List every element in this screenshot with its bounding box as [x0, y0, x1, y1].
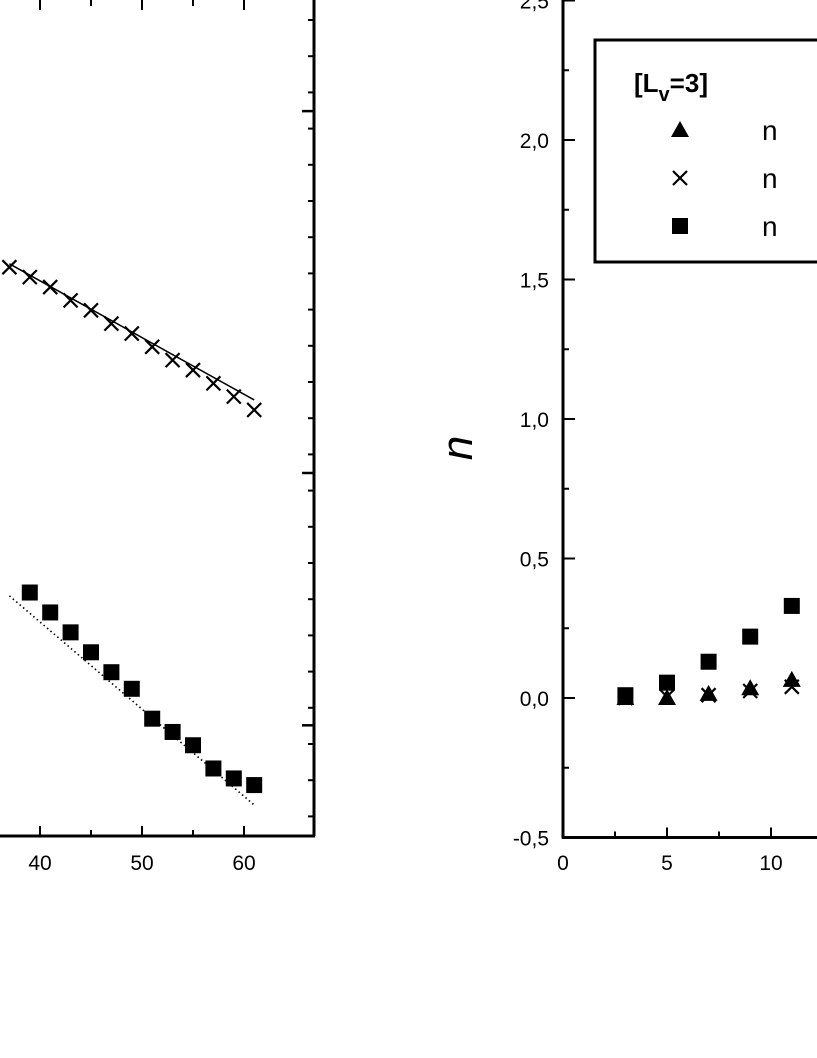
legend-label-3: n [762, 211, 778, 242]
right-plot-points [616, 597, 801, 706]
right-plot-point-series-2 [700, 687, 717, 703]
left-plot-point-series-2 [103, 664, 120, 681]
left-plot-point-series-1 [205, 375, 222, 392]
left-plot-fit-lines [8, 263, 255, 806]
left-plot-point-series-2 [185, 737, 201, 754]
right-plot-x-tick-label: 5 [661, 852, 673, 875]
right-plot-point-series-3 [617, 687, 634, 704]
right-plot-y-tick-label: 1,0 [520, 409, 549, 432]
left-plot-point-series-1 [246, 402, 262, 418]
right-plot-point-series-1 [782, 670, 801, 687]
right-plot-y-axis-title: n [433, 436, 482, 460]
left-plot-point-series-1 [124, 325, 140, 342]
right-plot-y-tick-label: 1,5 [520, 270, 549, 293]
left-plot-point-series-1 [83, 302, 99, 319]
legend-label-2: n [762, 163, 778, 194]
right-plot-point-series-2 [784, 679, 800, 695]
right-plot-x-tick-label: 0 [557, 852, 569, 875]
legend-title: [Lv=3] [634, 68, 708, 106]
legend-title-tail: =3] [670, 68, 708, 98]
left-plot-point-series-2 [42, 604, 59, 621]
left-plot-x-tick-label: 50 [130, 852, 153, 875]
left-plot-point-series-1 [164, 352, 181, 368]
left-plot-point-series-2 [62, 624, 79, 641]
right-plot-point-series-1 [741, 679, 760, 696]
right-plot-y-tick-label: -0,5 [513, 828, 549, 851]
right-plot-axes [561, 0, 817, 839]
left-plot-point-series-1 [185, 362, 201, 378]
left-plot-axes [0, 0, 316, 838]
legend-marker-1 [671, 121, 689, 137]
left-plot-point-series-2 [21, 584, 38, 601]
legend-marker-3 [672, 218, 688, 234]
right-plot-point-series-2 [742, 683, 758, 699]
right-plot-point-series-2 [659, 688, 675, 705]
left-plot-point-series-2 [205, 760, 222, 777]
left-plot-point-series-1 [62, 292, 79, 309]
right-plot-point-series-3 [659, 674, 675, 691]
legend-label-1: n [762, 115, 778, 146]
legend-title-main: [L [634, 68, 659, 98]
left-plot-point-series-1 [144, 339, 160, 355]
left-plot-point-series-1 [226, 388, 242, 405]
legend-entries: nnn [671, 115, 778, 242]
left-plot-point-series-1 [42, 279, 58, 295]
right-plot: -0,50,00,51,01,52,02,50 5 10 n [Lv=3] nnn [433, 0, 817, 875]
legend: [Lv=3] nnn [593, 38, 817, 264]
left-plot-point-series-2 [225, 770, 242, 787]
left-plot-point-series-2 [123, 680, 140, 697]
right-plot-point-series-3 [700, 653, 717, 670]
left-plot-point-series-1 [103, 315, 120, 332]
left-plot: 40 50 60 [0, 0, 316, 875]
right-plot-y-tick-label: 2,0 [520, 130, 549, 153]
left-plot-point-series-2 [246, 777, 263, 794]
right-plot-tick-labels: -0,5 0,0 0,5 1,0 1,5 2,0 2,5 0 5 10 [513, 0, 783, 875]
left-plot-point-series-2 [83, 644, 99, 661]
legend-marker-2 [672, 170, 688, 186]
left-plot-tick-labels: 40 50 60 [28, 852, 255, 875]
right-plot-y-tick-label: 0,0 [520, 688, 549, 711]
left-plot-point-series-2 [164, 723, 181, 740]
left-plot-points [1, 259, 263, 794]
right-plot-x-tick-label: 10 [759, 852, 782, 875]
left-plot-x-tick-label: 40 [28, 852, 51, 875]
right-plot-point-series-3 [742, 628, 759, 645]
right-plot-y-tick-label: 0,5 [520, 549, 549, 572]
left-plot-x-tick-label: 60 [232, 852, 255, 875]
left-plot-point-series-1 [22, 269, 38, 285]
left-plot-point-series-1 [1, 259, 18, 275]
legend-title-subscript: v [659, 84, 671, 106]
legend-box [593, 38, 817, 264]
right-plot-point-series-1 [699, 684, 718, 701]
right-plot-point-series-3 [783, 597, 800, 614]
left-plot-point-series-2 [144, 710, 161, 727]
right-plot-y-tick-label: 2,5 [520, 0, 549, 14]
